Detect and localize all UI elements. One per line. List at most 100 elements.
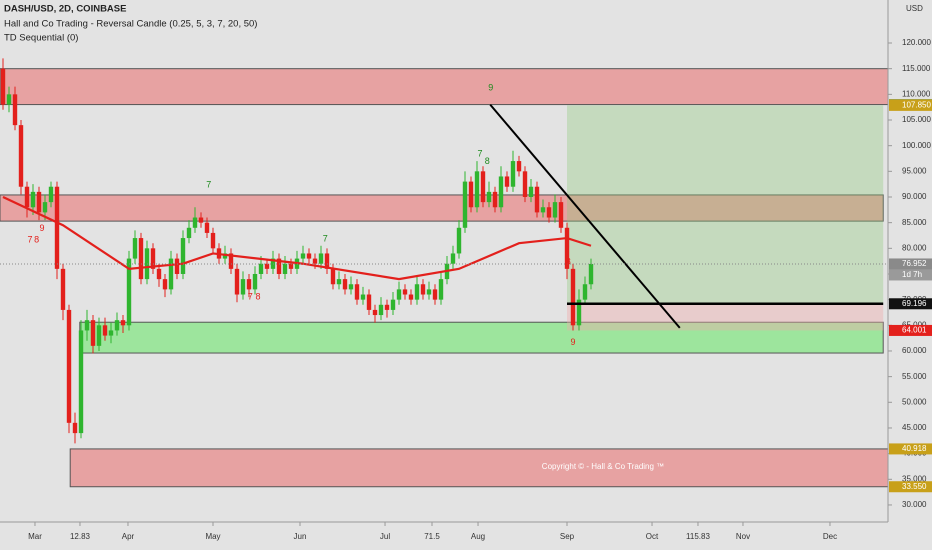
candle-body: [390, 299, 396, 310]
candle-body: [342, 279, 348, 290]
x-tick-label: Jun: [294, 532, 307, 541]
candle-body: [324, 253, 330, 269]
price-tag-label: 107.850: [902, 100, 931, 109]
candle-body: [18, 125, 24, 187]
candle-body: [36, 191, 42, 213]
zone: [567, 303, 884, 331]
candle-body: [0, 68, 6, 105]
candle-body: [138, 238, 144, 280]
candle-body: [186, 227, 192, 239]
candle-body: [258, 263, 264, 274]
candle-body: [102, 325, 108, 336]
candle-body: [378, 304, 384, 316]
countdown-tag: [889, 269, 932, 281]
y-tick-label: 110.000: [902, 89, 931, 98]
candle-body: [312, 258, 318, 264]
y-tick-label: 30.000: [902, 500, 927, 509]
candle-body: [60, 268, 66, 310]
candle-body: [66, 309, 72, 423]
candle-body: [558, 202, 564, 228]
x-tick-label: Dec: [823, 532, 837, 541]
candle-body: [132, 238, 138, 259]
candle-body: [54, 186, 60, 269]
zone: [79, 321, 884, 354]
candle-body: [372, 309, 378, 316]
countdown-label: 1d 7h: [902, 270, 922, 279]
candle-body: [366, 294, 372, 310]
price-tag: [889, 298, 932, 310]
y-tick-label: 85.000: [902, 218, 927, 227]
candle-body: [282, 263, 288, 274]
candle-body: [42, 202, 48, 213]
y-tick-label: 50.000: [902, 397, 927, 406]
candle-body: [528, 186, 534, 197]
candle-body: [90, 320, 96, 346]
price-tag: [889, 324, 932, 336]
x-tick-label: 12.83: [70, 532, 91, 541]
trendline: [489, 103, 681, 329]
td-count: 8: [566, 257, 571, 267]
candle-body: [540, 207, 546, 213]
candle-body: [426, 289, 432, 295]
zone: [567, 105, 884, 304]
y-tick-label: 55.000: [902, 372, 927, 381]
y-tick-label: 90.000: [902, 192, 927, 201]
candle-body: [72, 422, 78, 434]
candle-body: [300, 253, 306, 259]
price-tag: [889, 443, 932, 455]
indicator-label: Hall and Co Trading - Reversal Candle (0…: [4, 19, 257, 30]
td-count: 9: [39, 223, 44, 233]
candle-body: [492, 191, 498, 208]
td-count: 8: [485, 156, 490, 166]
candle-body: [474, 171, 480, 208]
candle-body: [438, 279, 444, 300]
candle-body: [24, 186, 30, 208]
candle-body: [120, 320, 126, 326]
candle-body: [384, 304, 390, 310]
candle-body: [264, 263, 270, 269]
td-count: 8: [34, 234, 39, 244]
candle-body: [276, 258, 282, 274]
td-count: 7: [248, 291, 253, 301]
candle-body: [126, 258, 132, 326]
watermark: Copyright © - Hall & Co Trading ™: [542, 462, 664, 471]
candle-body: [204, 222, 210, 233]
candle-body: [150, 248, 156, 269]
y-tick-label: 105.000: [902, 115, 931, 124]
candle-body: [174, 258, 180, 274]
candle-body: [6, 94, 12, 105]
candle-body: [414, 284, 420, 300]
x-tick-label: Aug: [471, 532, 485, 541]
x-tick-label: Apr: [122, 532, 135, 541]
candle-body: [564, 227, 570, 269]
price-tag-label: 40.918: [902, 444, 927, 453]
td-count: 7: [27, 234, 32, 244]
price-tag-label: 33.550: [902, 482, 927, 491]
candle-body: [570, 268, 576, 326]
x-tick-label: Mar: [28, 532, 42, 541]
candle-body: [516, 161, 522, 172]
candle-body: [336, 279, 342, 285]
x-tick-label: Oct: [646, 532, 659, 541]
td-count: 9: [570, 337, 575, 347]
candle-body: [222, 253, 228, 259]
candle-body: [402, 289, 408, 295]
candle-body: [432, 289, 438, 300]
zone: [0, 194, 884, 222]
candle-body: [330, 268, 336, 285]
candle-body: [48, 186, 54, 203]
candle-body: [156, 268, 162, 280]
zone: [0, 68, 889, 106]
td-count: 7: [206, 180, 211, 190]
candle-body: [198, 217, 204, 223]
indicator-label: TD Sequential (0): [4, 33, 78, 44]
candle-body: [114, 320, 120, 331]
x-tick-label: Jul: [380, 532, 390, 541]
y-tick-label: 80.000: [902, 243, 927, 252]
y-tick-label: 95.000: [902, 166, 927, 175]
x-tick-label: Nov: [736, 532, 750, 541]
price-tag: [889, 481, 932, 493]
candle-body: [192, 217, 198, 228]
